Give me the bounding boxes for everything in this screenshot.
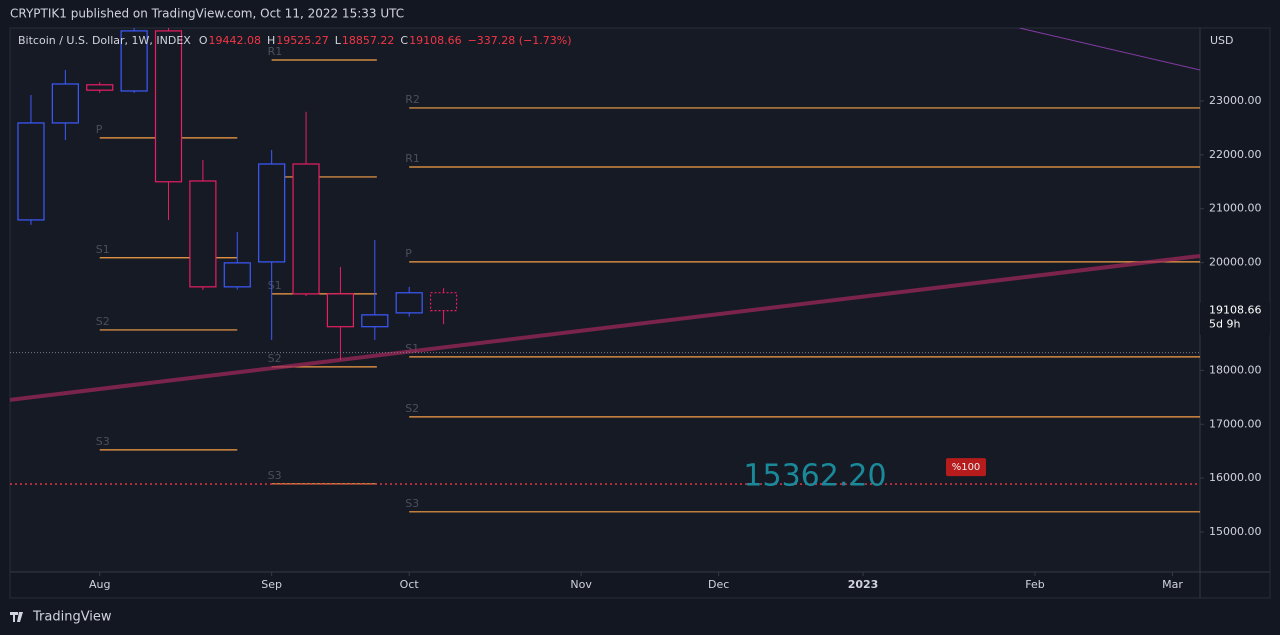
ohlc-value: 18857.22	[342, 34, 395, 47]
pivot-label: S3	[96, 435, 110, 448]
brand-logo	[10, 612, 23, 622]
x-tick-label: 2023	[848, 578, 879, 591]
pivot-label: S2	[96, 315, 110, 328]
candle-body	[429, 292, 458, 312]
candle-body	[154, 30, 183, 183]
candle-body	[17, 122, 45, 221]
badge	[946, 458, 986, 477]
ohlc-value: 19525.27	[276, 34, 329, 47]
plot: PS1S2S3R1PS1S2S3R2R1PS1S2S315362.20%100	[10, 28, 1200, 513]
pivot-label: R1	[405, 152, 420, 165]
ohlc-value: 19108.66	[409, 34, 462, 47]
candle-body	[86, 84, 114, 91]
pivot-label: R2	[405, 93, 420, 106]
candle-body	[292, 163, 320, 295]
candle-body	[120, 30, 148, 92]
ohlc-letter: C	[400, 34, 408, 47]
pivot-label: S3	[268, 469, 282, 482]
pivot-label: R1	[268, 45, 283, 58]
candle-body	[326, 293, 355, 328]
x-tick-label: Sep	[261, 578, 282, 591]
candle-body	[258, 163, 286, 263]
pivot-label: S1	[268, 279, 282, 292]
pivot-label: P	[405, 247, 412, 260]
y-tick-label: 21000.00	[1209, 202, 1262, 215]
x-tick-label: Dec	[708, 578, 729, 591]
y-tick-label: 22000.00	[1209, 148, 1262, 161]
ohlc-letter: O	[199, 34, 208, 47]
x-tick-label: Mar	[1162, 578, 1183, 591]
y-tick-label: 20000.00	[1209, 256, 1262, 269]
pivot-label: S2	[405, 402, 419, 415]
change-label: −337.28 (−1.73%)	[468, 34, 572, 47]
pivot-label: S2	[268, 352, 282, 365]
price-badge	[1200, 302, 1270, 335]
target-label: 15362.20	[743, 459, 886, 494]
y-tick-label: 15000.00	[1209, 525, 1262, 538]
candle-body	[395, 292, 423, 314]
pivot-label: S1	[96, 243, 110, 256]
x-tick-label: Feb	[1025, 578, 1044, 591]
y-tick-label: 18000.00	[1209, 363, 1262, 376]
pivot-label: P	[96, 123, 103, 136]
trend-line	[10, 253, 1200, 402]
plot-area	[10, 28, 1200, 572]
currency: USD	[1210, 34, 1234, 47]
candle-body	[223, 262, 251, 288]
y-tick-label: 17000.00	[1209, 417, 1262, 430]
y-tick-label: 16000.00	[1209, 471, 1262, 484]
candle-body	[361, 314, 389, 328]
candle-body	[189, 180, 217, 288]
publisher: CRYPTIK1 published on TradingView.com, O…	[10, 7, 404, 21]
badge-label: %100	[952, 462, 981, 473]
ohlc-letter: L	[335, 34, 342, 47]
ohlc-value: 19442.08	[208, 34, 261, 47]
legend-title: Bitcoin / U.S. Dollar, 1W, INDEX	[18, 34, 191, 47]
trend-line	[1019, 28, 1200, 71]
brand: TradingView	[32, 610, 112, 625]
y-tick-label: 23000.00	[1209, 94, 1262, 107]
countdown: 5d 9h	[1209, 318, 1240, 331]
ohlc-letter: H	[267, 34, 275, 47]
pivot-label: S3	[405, 497, 419, 510]
x-tick-label: Oct	[400, 578, 420, 591]
price-badge-label: 19108.66	[1209, 304, 1262, 317]
legend: Bitcoin / U.S. Dollar, 1W, INDEX O 19442.0…	[18, 34, 572, 47]
x-tick-label: Aug	[89, 578, 110, 591]
candle-body	[51, 83, 79, 124]
x-tick-label: Nov	[570, 578, 592, 591]
